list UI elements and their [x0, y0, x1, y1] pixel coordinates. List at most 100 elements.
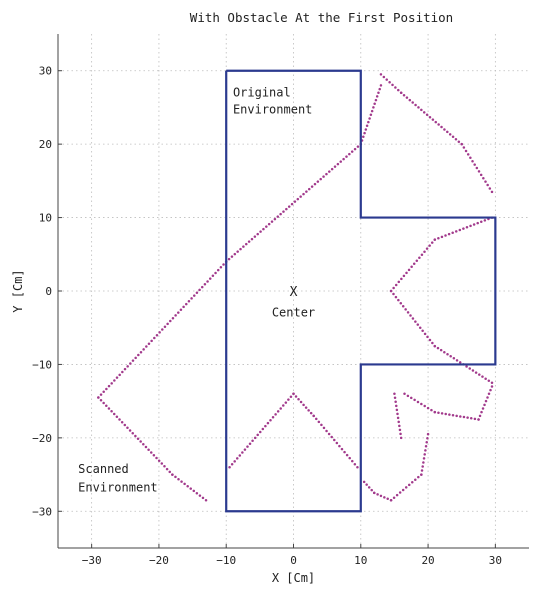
scan-point [437, 123, 440, 126]
scan-point [204, 499, 208, 502]
scan-point [420, 402, 423, 406]
scan-point [320, 423, 323, 427]
scan-point [327, 432, 331, 436]
scan-point [428, 338, 432, 342]
scan-point [287, 398, 290, 401]
scan-point [365, 124, 369, 128]
scan-point [203, 283, 207, 286]
scan-point [484, 180, 487, 183]
scan-point [455, 414, 458, 418]
scan-point [179, 308, 183, 311]
scan-point [309, 411, 313, 415]
scan-point [414, 103, 417, 107]
scan-point [317, 420, 321, 424]
scan-point [400, 277, 403, 281]
scan-point [397, 420, 400, 424]
scan-point [379, 494, 383, 498]
scan-point [458, 228, 462, 232]
scan-point [245, 242, 248, 246]
scan-point [379, 84, 383, 87]
scan-point [186, 485, 189, 488]
scan-point [394, 86, 397, 89]
scan-point [408, 98, 412, 102]
scan-point [421, 465, 424, 468]
scan-point [418, 256, 421, 259]
scan-point [472, 223, 476, 226]
scan-point [129, 362, 132, 365]
scan-point [165, 467, 169, 471]
scan-point [490, 381, 494, 385]
scan-point [195, 492, 199, 495]
scan-point [469, 417, 473, 420]
original-environment-outline [225, 69, 497, 513]
scan-point [404, 486, 408, 489]
y-tick-label: −10 [32, 358, 52, 371]
scan-point [351, 459, 354, 463]
scan-point [440, 235, 444, 239]
scan-point [131, 359, 135, 362]
scan-point [490, 190, 494, 194]
scan-point [211, 274, 215, 278]
scan-point [415, 259, 419, 263]
scan-point [325, 429, 328, 433]
scan-point [364, 128, 368, 131]
scan-point [110, 409, 113, 413]
scan-point [454, 230, 458, 233]
scan-point [190, 297, 193, 300]
scan-point [388, 81, 391, 84]
scan-point [118, 373, 121, 377]
scan-point [476, 221, 479, 225]
scan-point [486, 183, 489, 187]
scan-point [422, 457, 426, 460]
scan-point [189, 487, 192, 490]
scan-point [338, 444, 341, 448]
scan-point [433, 410, 437, 414]
scan-point [182, 305, 185, 309]
scan-point [273, 217, 277, 221]
scan-point [443, 128, 446, 131]
scan-point [171, 473, 174, 476]
scan-point [446, 352, 449, 356]
scan-point [392, 496, 396, 499]
scan-point [452, 357, 456, 360]
scan-point [313, 182, 317, 186]
x-tick-label: 0 [290, 554, 297, 567]
scan-point [174, 314, 177, 317]
scan-point [483, 403, 486, 407]
scan-point [158, 331, 161, 334]
scan-point [177, 477, 180, 481]
scan-point [289, 395, 293, 398]
scan-point [142, 348, 145, 351]
scan-point [451, 413, 455, 417]
scan-point [478, 414, 482, 418]
scan-point [414, 320, 417, 323]
scan-point [417, 106, 420, 109]
scan-point [315, 417, 318, 421]
scan-point [246, 445, 249, 448]
scan-point [480, 220, 483, 223]
scan-point [424, 445, 428, 448]
scan-point [382, 75, 386, 79]
scan-point [310, 185, 314, 188]
annotation-label: Original [233, 85, 291, 99]
scan-point [462, 415, 466, 419]
scan-point [471, 159, 474, 163]
scan-point [417, 475, 420, 479]
annotation-label: Environment [78, 480, 157, 494]
scan-point [443, 350, 446, 354]
scan-point [484, 399, 488, 403]
scan-point [236, 250, 239, 253]
scan-point [183, 482, 186, 486]
scan-point [307, 409, 310, 412]
scan-point [423, 453, 426, 456]
scan-point [102, 390, 105, 394]
scan-point [422, 461, 425, 464]
x-tick-label: 10 [354, 554, 367, 567]
scan-point [294, 395, 298, 398]
scan-point [392, 286, 395, 290]
scan-point [363, 131, 366, 135]
scan-point [422, 111, 426, 114]
x-tick-label: −10 [216, 554, 236, 567]
scan-point [369, 113, 373, 117]
scan-point [466, 153, 470, 156]
